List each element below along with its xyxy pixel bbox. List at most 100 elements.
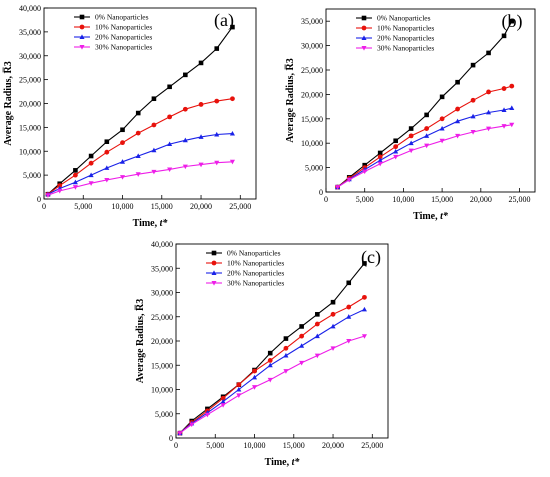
data-point (362, 169, 368, 175)
data-point (151, 169, 157, 175)
data-point (424, 143, 430, 149)
y-tick-label: 20,000 (301, 90, 323, 99)
x-tick-label: 20,000 (322, 441, 344, 450)
legend-label: 0% Nanoparticles (377, 14, 431, 23)
legend-label: 10% Nanoparticles (227, 259, 284, 268)
data-point (486, 109, 492, 115)
legend-label: 10% Nanoparticles (95, 23, 152, 32)
data-point (88, 160, 94, 166)
x-tick-label: 15,000 (151, 202, 173, 211)
data-point (346, 314, 352, 319)
x-axis-label: Time, t* (413, 211, 449, 222)
legend-marker (361, 15, 367, 21)
data-point (283, 352, 289, 358)
data-point (267, 350, 273, 356)
legend-label: 10% Nanoparticles (377, 24, 434, 33)
data-point (230, 96, 235, 102)
data-point (283, 369, 289, 374)
data-point (283, 345, 289, 351)
x-tick-label: 15,000 (431, 195, 453, 204)
legend-marker (361, 35, 367, 40)
data-point (439, 125, 445, 131)
data-point (214, 46, 220, 51)
series-line (337, 124, 512, 188)
data-point (346, 304, 352, 310)
data-point (335, 185, 341, 190)
data-point (88, 172, 94, 178)
data-point (88, 181, 94, 186)
data-point (57, 183, 63, 189)
data-point (509, 18, 515, 24)
legend-marker (211, 250, 217, 256)
data-point (283, 336, 289, 341)
data-point (214, 160, 220, 166)
chart-panel-a: 0 5,000 10,000 15,000 20,000 25,000 0 5,000 10,0… (3, 4, 257, 229)
chart-panel-b: 0 5,000 10,000 15,000 20,000 25,000 0 5,000 10,0… (285, 8, 536, 222)
series-line (337, 107, 512, 188)
data-point (72, 185, 78, 190)
legend-label: 30% Nanoparticles (95, 43, 152, 52)
panel-label: (a) (214, 10, 234, 31)
data-point (314, 321, 320, 327)
data-point (470, 130, 476, 135)
data-point (251, 374, 258, 380)
y-tick-label: 30,000 (301, 42, 323, 51)
y-tick-label: 5,000 (23, 171, 41, 180)
legend-label: 30% Nanoparticles (377, 44, 434, 53)
legend-marker (211, 281, 217, 286)
data-point (455, 118, 461, 124)
y-tick-label: 40,000 (19, 4, 41, 13)
data-point (362, 261, 367, 266)
data-point (408, 133, 414, 139)
data-point (167, 114, 173, 120)
data-point (509, 83, 515, 89)
data-point (486, 126, 492, 132)
data-point (177, 431, 183, 436)
data-point (204, 412, 210, 418)
data-point (501, 86, 507, 91)
legend-marker (361, 25, 367, 31)
data-point (330, 346, 336, 351)
data-point (167, 167, 173, 173)
data-point (236, 393, 242, 398)
data-point (119, 159, 126, 164)
y-tick-label: 15,000 (19, 123, 41, 132)
x-tick-label: 25,000 (509, 195, 531, 204)
y-tick-label: 0 (37, 195, 41, 204)
data-point (455, 79, 460, 85)
legend-marker (211, 270, 217, 275)
y-tick-label: 30,000 (19, 52, 41, 61)
data-point (167, 84, 172, 90)
x-tick-label: 15,000 (283, 441, 305, 450)
data-point (424, 133, 430, 138)
data-point (104, 149, 110, 155)
legend-label: 20% Nanoparticles (95, 33, 152, 42)
data-point (267, 362, 273, 368)
y-tick-label: 5,000 (305, 164, 323, 173)
data-point (439, 138, 445, 144)
data-point (393, 148, 399, 154)
data-point (314, 333, 320, 339)
y-tick-label: 10,000 (19, 147, 41, 156)
data-point (299, 324, 304, 329)
data-point (151, 147, 157, 153)
data-point (361, 306, 367, 312)
data-point (486, 89, 491, 95)
data-point (267, 377, 273, 383)
legend-label: 20% Nanoparticles (377, 34, 434, 43)
data-point (45, 193, 51, 198)
data-point (120, 127, 125, 133)
data-point (135, 130, 141, 136)
data-point (470, 97, 476, 103)
data-point (104, 139, 110, 144)
data-point (393, 138, 398, 144)
y-tick-label: 20,000 (151, 337, 173, 346)
data-point (377, 161, 383, 167)
x-tick-label: 10,000 (112, 202, 134, 211)
data-point (198, 102, 204, 107)
data-point (455, 106, 460, 112)
data-point (455, 133, 461, 139)
x-tick-label: 5,000 (74, 202, 92, 211)
data-point (73, 168, 78, 173)
